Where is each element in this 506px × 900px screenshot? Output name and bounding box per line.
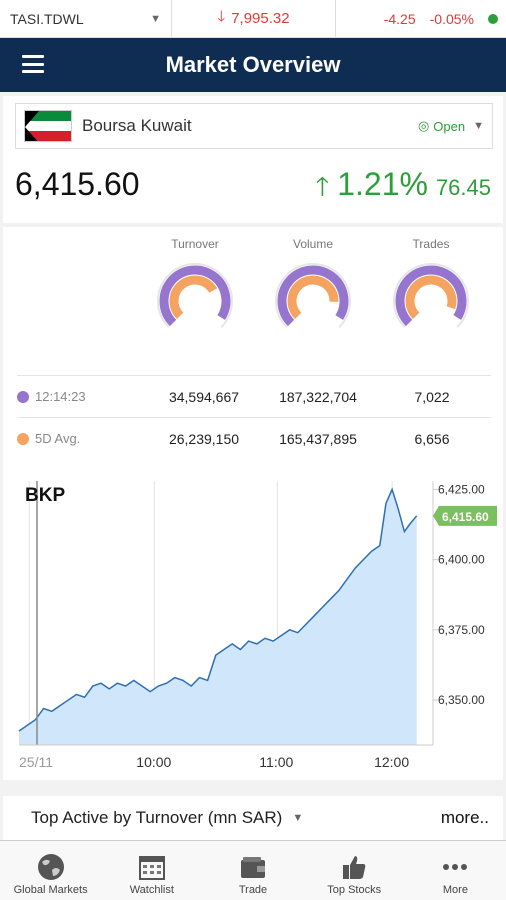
nav-label: Top Stocks xyxy=(327,884,382,896)
ticker-change-value: -4.25 xyxy=(383,10,416,27)
index-change-pct: 1.21% xyxy=(337,166,428,202)
chevron-down-icon: ▼ xyxy=(292,812,304,824)
more-dots-icon xyxy=(440,850,470,884)
volume-gauge-column: Volume xyxy=(263,237,363,346)
turnover-value: 26,239,150 xyxy=(168,430,240,447)
index-change-points: 76.45 xyxy=(435,175,491,200)
gauge-label-turnover: Turnover xyxy=(171,237,219,251)
nav-label: Global Markets xyxy=(13,884,88,896)
x-tick-label: 10:00 xyxy=(136,754,171,770)
gauge-label-volume: Volume xyxy=(292,237,334,251)
avg-legend-dot xyxy=(17,432,29,445)
gauge-today-arc xyxy=(395,265,467,327)
trades-value: 6,656 xyxy=(414,430,450,447)
nav-label: Watchlist xyxy=(129,884,174,896)
gauge-label-trades: Trades xyxy=(412,237,450,251)
gauge-avg-arc xyxy=(169,275,218,320)
nav-more[interactable]: More xyxy=(405,841,506,900)
wallet-icon xyxy=(238,850,268,884)
chevron-down-icon: ▼ xyxy=(150,12,161,25)
kuwait-flag-icon xyxy=(24,110,72,142)
gauge-today-arc xyxy=(159,265,231,327)
trades-gauge xyxy=(393,263,469,328)
ticker-price-value: 7,995.32 xyxy=(231,10,290,27)
trades-value: 7,022 xyxy=(414,388,450,405)
globe-icon xyxy=(36,850,66,884)
volume-value: 187,322,704 xyxy=(279,388,357,405)
more-link[interactable]: more.. xyxy=(440,808,489,827)
app-bar: Market Overview xyxy=(0,38,506,92)
ticker-symbol: TASI.TDWL xyxy=(10,10,84,27)
hamburger-menu-icon[interactable] xyxy=(22,55,44,73)
nav-global-markets[interactable]: Global Markets xyxy=(0,841,101,900)
top-active-section: Top Active by Turnover (mn SAR) ▼ more.. xyxy=(3,796,503,840)
intraday-chart[interactable]: 25/11 10:00 11:00 12:00 6,350.00 6,375.00 6,40… xyxy=(17,477,503,777)
last-price-text: 6,415.60 xyxy=(442,510,489,524)
market-status-label: Open xyxy=(433,118,466,134)
thumbs-up-icon xyxy=(339,850,369,884)
y-tick-label: 6,375.00 xyxy=(438,623,485,637)
market-open-status: ◎ Open ▼ xyxy=(418,118,484,134)
ticker-change: -4.25 -0.05% xyxy=(336,11,506,27)
top-active-title: Top Active by Turnover (mn SAR) xyxy=(31,808,283,827)
ticker-bar: TASI.TDWL ▼ 🡓 7,995.32 -4.25 -0.05% xyxy=(0,0,506,38)
index-change: 🡑 1.21% 76.45 xyxy=(316,166,491,212)
market-stats-card: Turnover Volume Trades 12:14:23 34,594,6… xyxy=(3,227,503,780)
market-selector[interactable]: Boursa Kuwait ◎ Open ▼ xyxy=(15,103,493,149)
turnover-value: 34,594,667 xyxy=(168,388,240,405)
arrow-down-icon: 🡓 xyxy=(217,8,226,25)
stats-row-today: 12:14:23 34,594,667 187,322,704 7,022 xyxy=(17,375,491,417)
volume-value: 165,437,895 xyxy=(279,430,357,447)
nav-top-stocks[interactable]: Top Stocks xyxy=(304,841,405,900)
gauge-today-arc xyxy=(277,265,349,327)
market-summary-card: Boursa Kuwait ◎ Open ▼ 6,415.60 🡑 1.21% … xyxy=(3,96,503,223)
x-tick-label: 12:00 xyxy=(374,754,409,770)
market-status-dot xyxy=(488,13,498,24)
chart-line xyxy=(18,487,418,732)
nav-watchlist[interactable]: Watchlist xyxy=(101,841,202,900)
gauge-avg-arc xyxy=(405,275,457,320)
ticker-symbol-selector[interactable]: TASI.TDWL ▼ xyxy=(0,0,172,37)
stats-row-5d-avg: 5D Avg. 26,239,150 165,437,895 6,656 xyxy=(17,417,491,459)
market-name: Boursa Kuwait xyxy=(82,116,192,135)
stats-row-label: 12:14:23 xyxy=(35,389,86,404)
last-price-label: 6,415.60 xyxy=(433,505,497,526)
nav-trade[interactable]: Trade xyxy=(202,841,303,900)
turnover-gauge-column: Turnover xyxy=(145,237,245,346)
clock-icon: ◎ xyxy=(417,118,430,133)
index-value: 6,415.60 xyxy=(15,166,140,202)
y-tick-label: 6,425.00 xyxy=(438,482,485,496)
y-tick-label: 6,350.00 xyxy=(438,693,485,707)
x-tick-label: 11:00 xyxy=(259,754,293,770)
arrow-up-icon: 🡑 xyxy=(315,171,330,201)
intraday-chart-svg: 25/11 10:00 11:00 12:00 6,350.00 6,375.00 6,40… xyxy=(18,481,497,770)
nav-label: Trade xyxy=(238,884,268,896)
today-legend-dot xyxy=(17,390,29,403)
gauge-track xyxy=(157,263,233,328)
calendar-icon xyxy=(137,850,167,884)
trades-gauge-column: Trades xyxy=(381,237,481,346)
gauge-track xyxy=(393,263,469,328)
turnover-gauge xyxy=(157,263,233,328)
bottom-nav: Global Markets Watchlist Trade Top Stock… xyxy=(0,840,506,900)
page-title: Market Overview xyxy=(165,52,341,77)
ticker-price: 🡓 7,995.32 xyxy=(172,0,336,37)
stats-row-label: 5D Avg. xyxy=(35,431,81,446)
top-active-selector[interactable]: Top Active by Turnover (mn SAR) ▼ xyxy=(31,808,303,828)
gauge-avg-arc xyxy=(287,275,339,320)
chart-title: BKP xyxy=(25,485,66,506)
chart-area xyxy=(19,489,417,745)
volume-gauge xyxy=(275,263,351,328)
y-tick-label: 6,400.00 xyxy=(438,553,485,567)
chevron-down-icon: ▼ xyxy=(473,120,484,132)
ticker-change-pct: -0.05% xyxy=(429,10,474,27)
x-tick-label: 25/11 xyxy=(19,754,53,770)
gauge-track xyxy=(275,263,351,328)
nav-label: More xyxy=(442,884,468,896)
